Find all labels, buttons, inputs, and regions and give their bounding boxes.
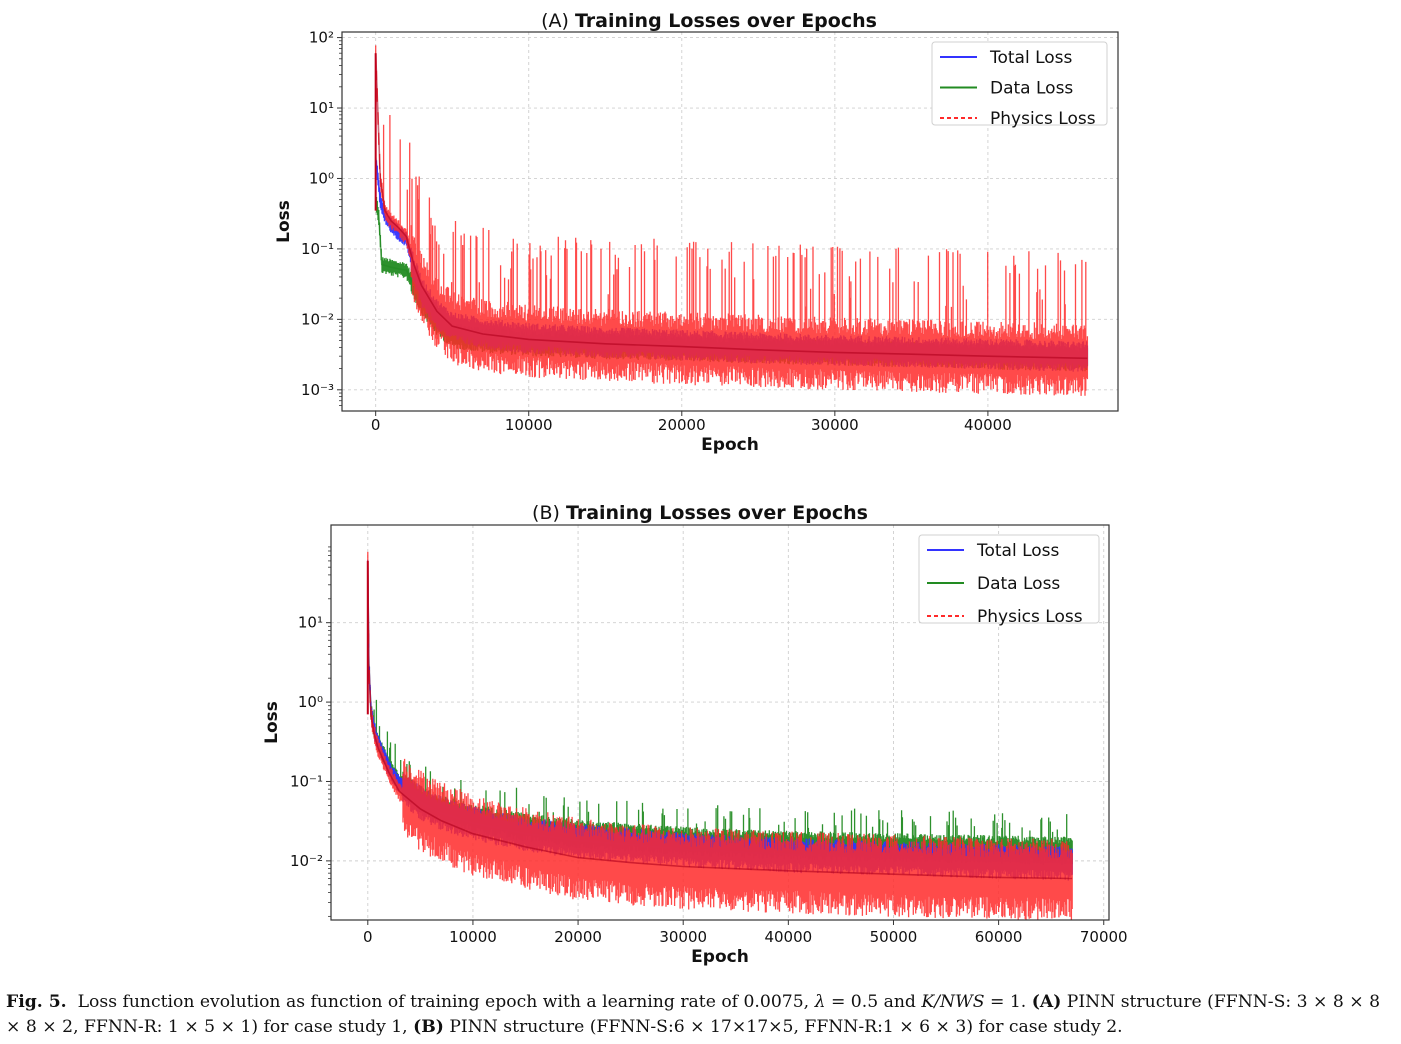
series-line-physics-loss	[374, 53, 1088, 360]
legend-box	[918, 534, 1100, 624]
y-tick-label: 10⁻²	[290, 852, 323, 870]
chart-title: (B) Training Losses over Epochs	[532, 502, 868, 524]
panel-label: (B)	[532, 502, 566, 524]
x-tick-label: 20000	[554, 928, 602, 946]
legend-box	[931, 41, 1108, 126]
series-group	[366, 551, 1073, 920]
caption-lambda: λ	[814, 992, 826, 1012]
x-axis-label: Epoch	[701, 435, 759, 455]
caption-label-a: (A)	[1031, 992, 1062, 1012]
series-line-physics-loss	[367, 560, 1073, 880]
chart-panel-b: 0 10000 20000 30000 40000 50000 60000 70000 10⁻²…	[262, 502, 1128, 967]
series-group	[374, 45, 1089, 396]
plot-frame	[341, 31, 1119, 412]
y-tick-label: 10⁻¹	[290, 772, 323, 790]
x-axis-label: Epoch	[691, 947, 749, 967]
x-tick-label: 50000	[870, 928, 918, 946]
legend-label: Total Loss	[989, 48, 1073, 68]
legend: Total Loss Data Loss Physics Loss	[931, 41, 1108, 129]
x-tick-label: 30000	[659, 928, 707, 946]
caption-text-3: = 1.	[984, 992, 1032, 1012]
y-tick-label: 10²	[309, 29, 334, 47]
loss-charts: 0 10000 20000 30000 40000 10⁻³ 10⁻² 10⁻¹ 10⁰ 10¹ 1…	[262, 10, 1128, 967]
y-tick-label: 10¹	[298, 614, 323, 632]
x-tick-label: 40000	[764, 928, 812, 946]
title-text: Training Losses over Epochs	[566, 502, 868, 524]
plot-frame	[330, 524, 1110, 921]
caption-text-a: PINN structure (FFNN-S: 3 × 8 × 8 × 8 × …	[6, 992, 1381, 1037]
legend-label: Total Loss	[976, 541, 1060, 561]
x-tick-label: 0	[371, 416, 381, 434]
y-tick-label: 10⁰	[298, 693, 323, 711]
caption-ratio: K/NWS	[921, 992, 985, 1012]
legend-label: Data Loss	[977, 574, 1060, 594]
y-tick-label: 10⁻²	[301, 310, 334, 328]
y-tick-label: 10¹	[309, 99, 334, 117]
x-tick-label: 20000	[658, 416, 706, 434]
x-tick-label: 10000	[449, 928, 497, 946]
legend-label: Data Loss	[990, 79, 1073, 99]
caption-label-b: (B)	[413, 1017, 444, 1037]
title-text: Training Losses over Epochs	[575, 10, 877, 32]
series-band-physics-loss	[367, 551, 1073, 920]
y-tick-label: 10⁰	[309, 169, 334, 187]
caption-text-1: Loss function evolution as function of t…	[77, 992, 815, 1012]
caption-label: Fig. 5.	[6, 992, 67, 1012]
x-tick-label: 70000	[1080, 928, 1128, 946]
x-tick-label: 30000	[811, 416, 859, 434]
y-axis-label: Loss	[274, 200, 294, 243]
x-tick-label: 60000	[975, 928, 1023, 946]
figure-caption: Fig. 5. Loss function evolution as funct…	[6, 990, 1396, 1040]
y-tick-label: 10⁻¹	[301, 240, 334, 258]
y-tick-label: 10⁻³	[301, 381, 334, 399]
x-tick-label: 10000	[505, 416, 553, 434]
legend-label: Physics Loss	[990, 109, 1096, 129]
chart-panel-a: 0 10000 20000 30000 40000 10⁻³ 10⁻² 10⁻¹ 10⁰ 10¹ 1…	[274, 10, 1119, 455]
legend-label: Physics Loss	[977, 607, 1083, 627]
chart-title: (A) Training Losses over Epochs	[541, 10, 877, 32]
legend: Total Loss Data Loss Physics Loss	[918, 534, 1100, 627]
panel-label: (A)	[541, 10, 575, 32]
x-tick-label: 40000	[964, 416, 1012, 434]
caption-text-b: PINN structure (FFNN-S:6 × 17×17×5, FFNN…	[443, 1017, 1123, 1037]
y-axis-label: Loss	[262, 701, 282, 744]
x-tick-label: 0	[363, 928, 373, 946]
caption-text-2: = 0.5 and	[825, 992, 922, 1012]
